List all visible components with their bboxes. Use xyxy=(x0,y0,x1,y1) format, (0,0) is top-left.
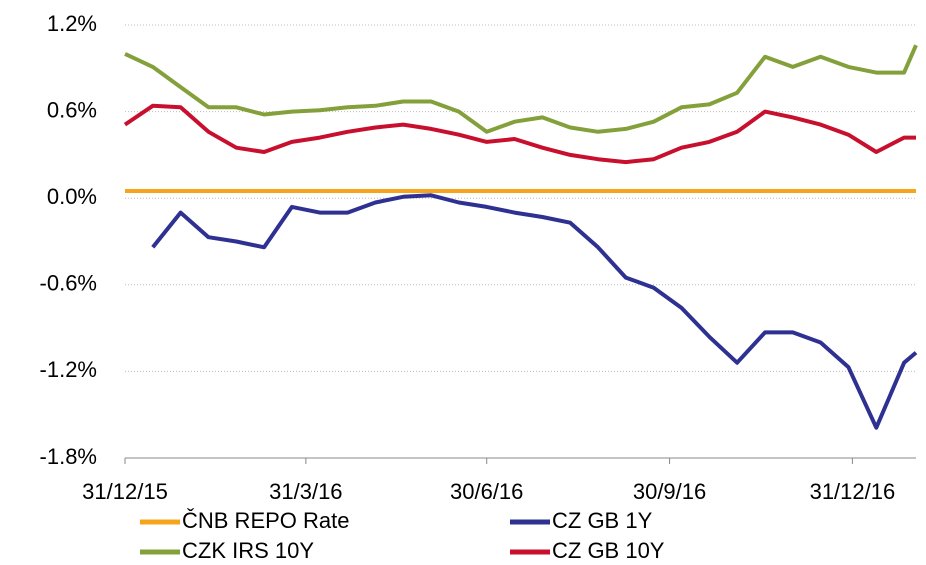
legend-label: CZ GB 10Y xyxy=(552,538,665,563)
x-tick-label: 31/3/16 xyxy=(269,479,342,504)
x-tick-label: 31/12/16 xyxy=(810,479,896,504)
x-tick-label: 30/9/16 xyxy=(633,479,706,504)
y-tick-label: -1.8% xyxy=(40,444,97,469)
series-line xyxy=(124,44,918,134)
legend-label: CZK IRS 10Y xyxy=(182,538,314,563)
legend-label: CZ GB 1Y xyxy=(552,508,653,533)
y-tick-label: 0.0% xyxy=(47,184,97,209)
y-tick-label: 0.6% xyxy=(47,97,97,122)
series-line xyxy=(123,103,916,165)
x-tick-label: 30/6/16 xyxy=(450,479,523,504)
y-tick-label: -1.2% xyxy=(40,357,97,382)
y-tick-label: -0.6% xyxy=(40,271,97,296)
series-line xyxy=(151,193,918,430)
legend-label: ČNB REPO Rate xyxy=(182,508,350,533)
x-tick-label: 31/12/15 xyxy=(82,479,168,504)
y-tick-label: 1.2% xyxy=(47,11,97,36)
